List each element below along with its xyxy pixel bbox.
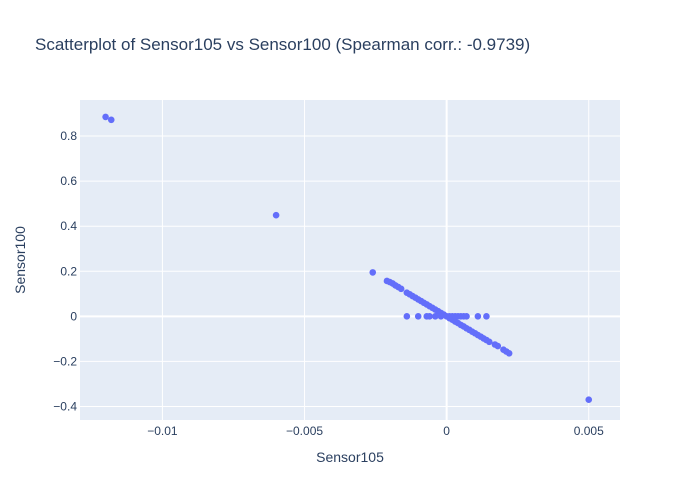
data-points [102, 113, 593, 404]
data-point [426, 313, 433, 320]
data-point [102, 113, 109, 121]
x-tick-label: −0.005 [286, 424, 323, 438]
y-tick-label: 0.2 [60, 264, 77, 278]
data-point [431, 313, 439, 320]
grid-lines [80, 100, 620, 420]
y-axis-title: Sensor100 [12, 226, 28, 294]
y-tick-label: 0 [70, 309, 77, 323]
data-point [494, 342, 502, 350]
plot-area [80, 100, 620, 420]
data-point [414, 313, 422, 320]
data-point [505, 349, 513, 357]
data-point [403, 313, 411, 320]
chart-title: Scatterplot of Sensor105 vs Sensor100 (S… [35, 35, 530, 54]
y-tick-label: 0.4 [60, 219, 77, 233]
x-tick-label: 0.005 [574, 424, 604, 438]
data-point [397, 285, 405, 293]
x-tick-label: −0.01 [147, 424, 178, 438]
y-tick-label: −0.4 [53, 399, 77, 413]
data-point [585, 396, 593, 404]
data-point [485, 338, 493, 346]
y-tick-label: −0.2 [53, 354, 77, 368]
data-point [107, 116, 115, 124]
y-tick-labels: −0.4 −0.2 0 0.2 0.4 0.6 0.8 [53, 129, 77, 413]
x-tick-label: 0 [443, 424, 450, 438]
data-point [272, 211, 280, 219]
data-point [474, 313, 482, 320]
x-tick-labels: −0.01 −0.005 0 0.005 [147, 424, 604, 438]
y-tick-label: 0.8 [60, 129, 77, 143]
x-axis-title: Sensor105 [316, 449, 384, 465]
data-point [369, 269, 377, 276]
data-point [463, 313, 470, 320]
y-tick-label: 0.6 [60, 174, 77, 188]
data-point [483, 313, 490, 320]
data-point [437, 313, 445, 320]
